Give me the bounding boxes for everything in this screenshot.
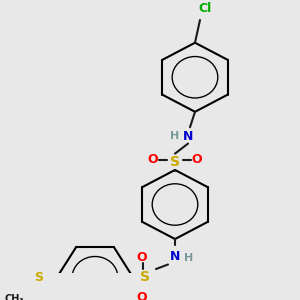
Text: O: O — [137, 291, 147, 300]
Text: S: S — [170, 155, 180, 169]
Text: O: O — [148, 153, 158, 166]
Text: Cl: Cl — [198, 2, 212, 15]
Text: N: N — [170, 250, 180, 263]
Text: O: O — [192, 153, 202, 166]
Text: O: O — [137, 251, 147, 264]
Text: S: S — [140, 270, 150, 284]
Text: S: S — [34, 271, 43, 284]
Text: H: H — [184, 253, 194, 263]
Text: CH₃: CH₃ — [4, 294, 24, 300]
Text: H: H — [170, 131, 180, 141]
Text: N: N — [183, 130, 193, 143]
